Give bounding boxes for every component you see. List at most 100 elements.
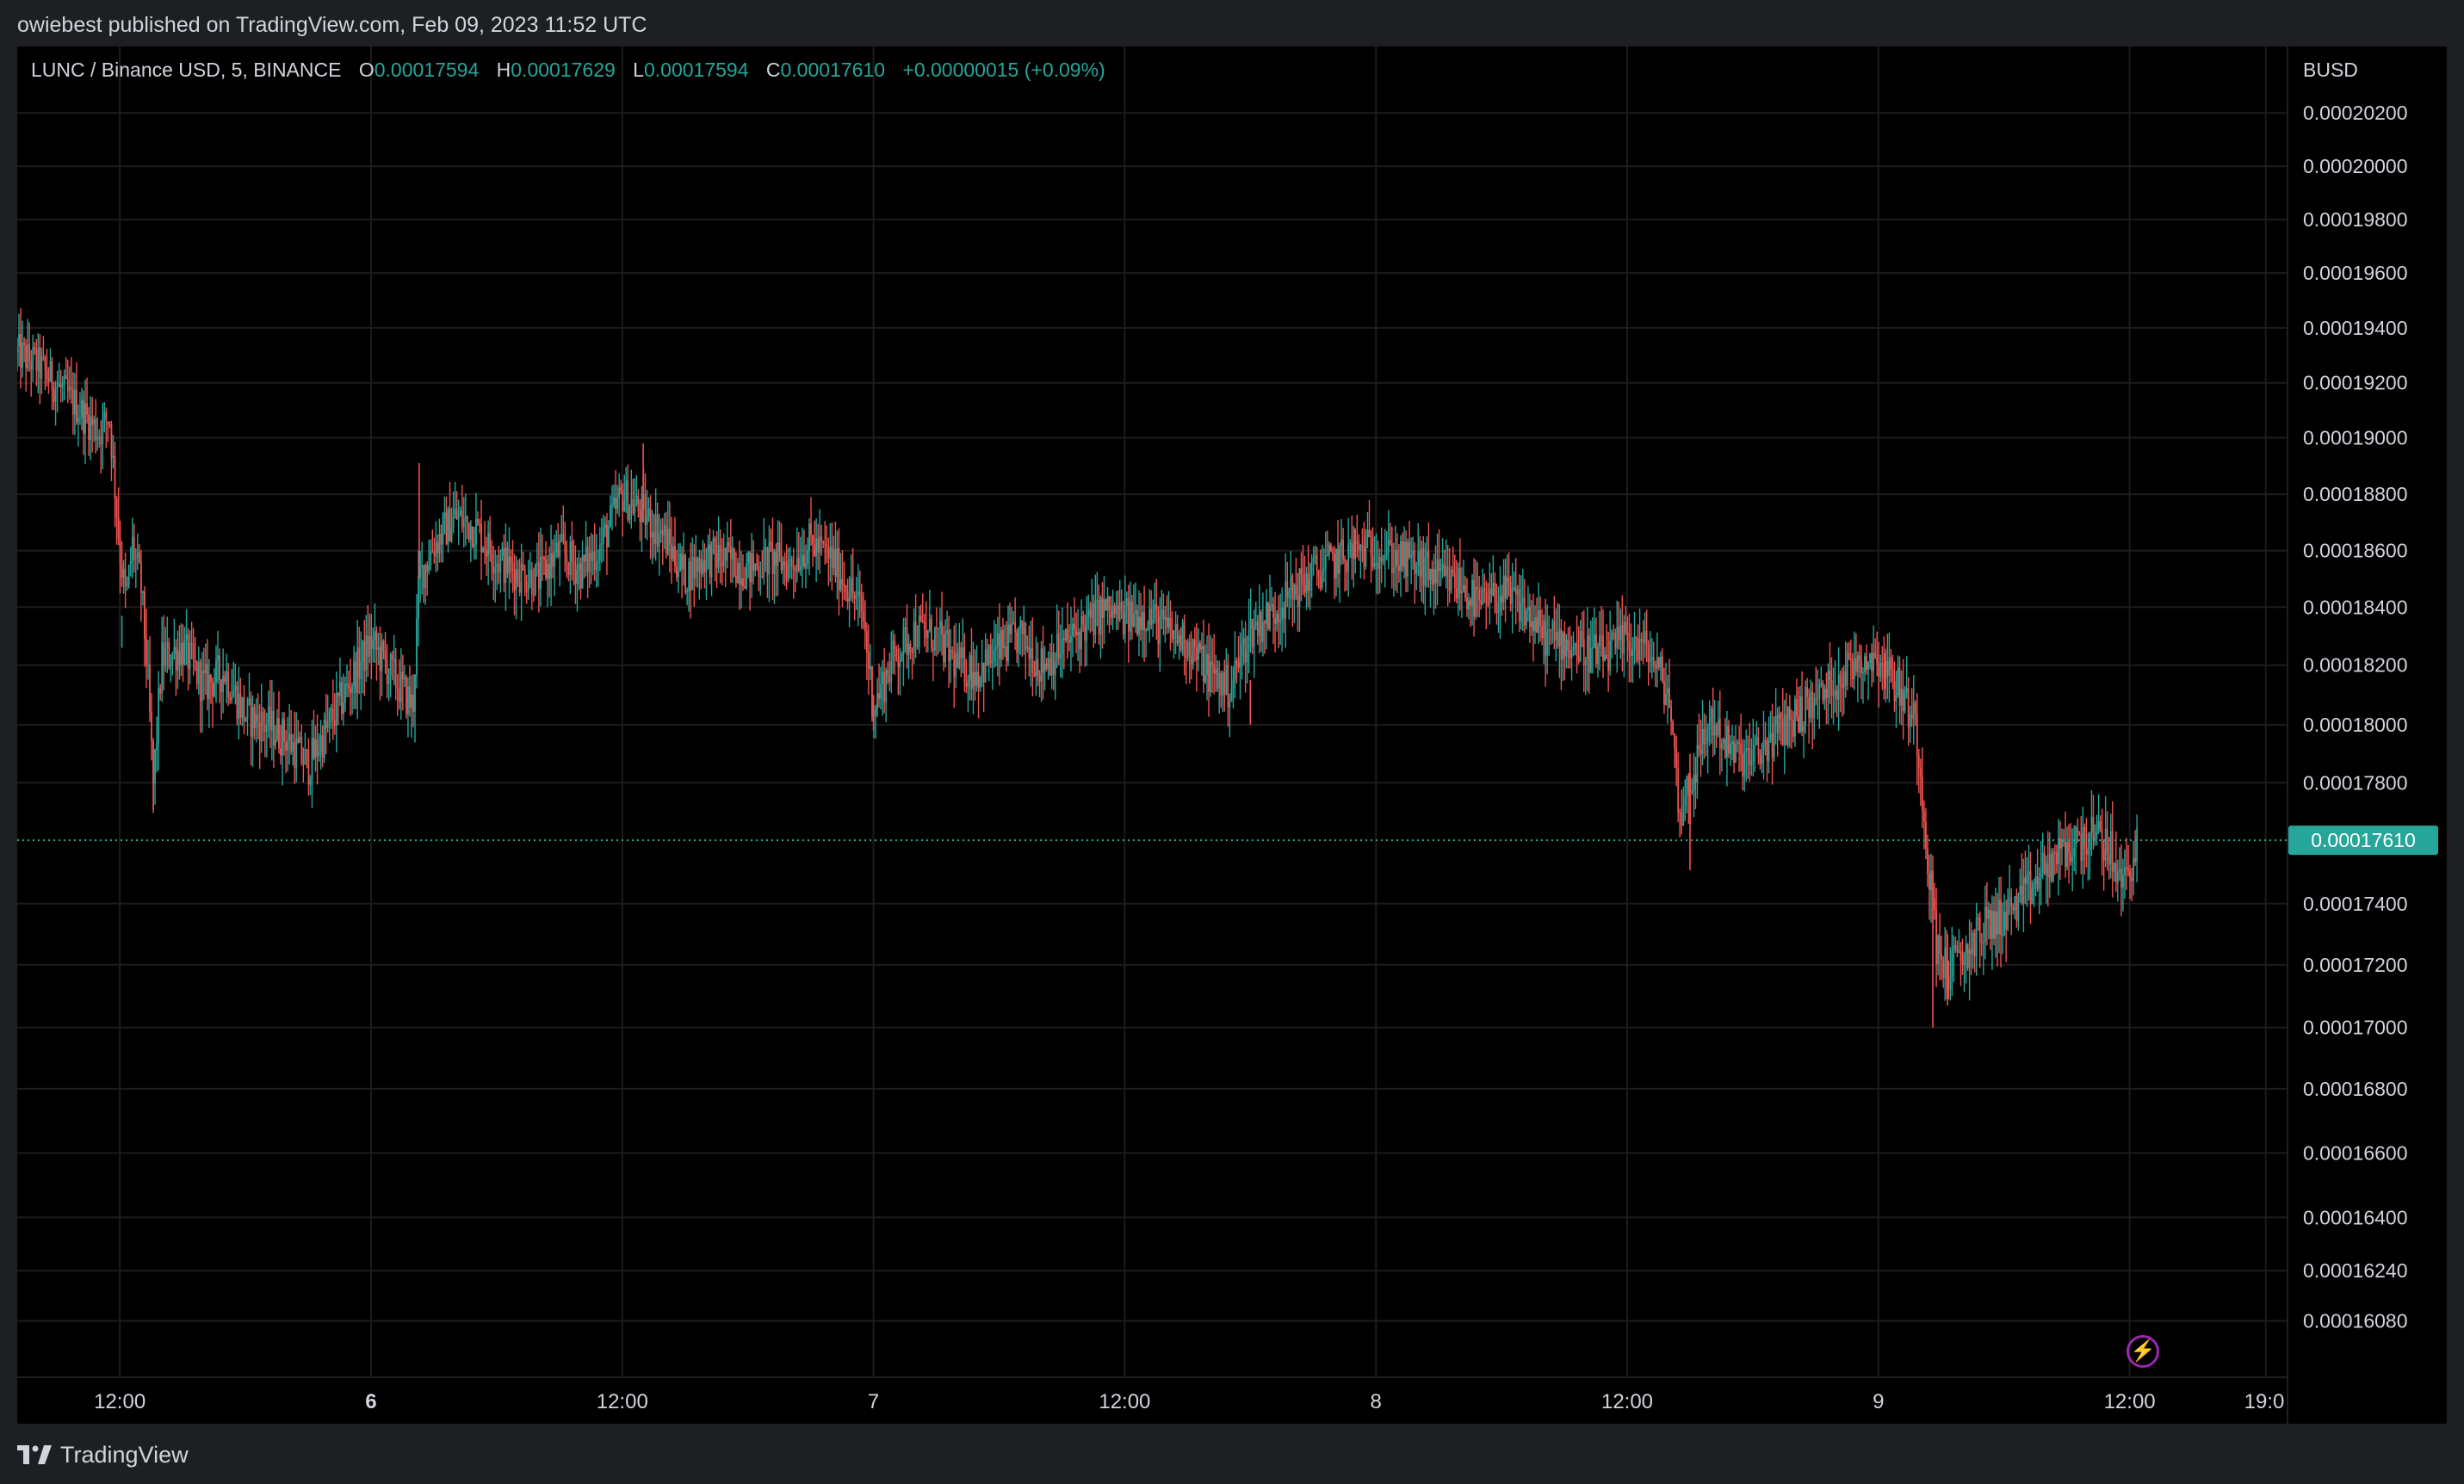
candle-body <box>1373 563 1376 567</box>
candle-body <box>1253 625 1255 647</box>
candle-body <box>1516 589 1519 595</box>
candle-body <box>1429 568 1432 581</box>
candle-body <box>114 456 116 499</box>
candle-body <box>1754 745 1756 749</box>
candle-body <box>1720 743 1723 749</box>
candle-body <box>436 541 439 553</box>
candle-body <box>1278 614 1280 622</box>
candle-body <box>846 591 849 602</box>
candle-body <box>993 649 995 662</box>
candle-body <box>1000 629 1002 659</box>
candle-body <box>1443 564 1446 577</box>
candle-body <box>331 708 334 721</box>
tradingview-logo[interactable]: TradingView <box>17 1442 189 1468</box>
candle-body <box>197 661 200 684</box>
candle-body <box>1234 660 1236 680</box>
candle-body <box>1316 555 1318 571</box>
candle-body <box>145 638 147 665</box>
candle-body <box>424 564 427 589</box>
candle-body <box>850 578 852 598</box>
candle-body <box>152 740 154 783</box>
candle-body <box>981 662 983 677</box>
candle-body <box>1815 698 1817 700</box>
candle-body <box>581 554 584 589</box>
candle-body <box>1295 584 1297 596</box>
candle-body <box>1616 627 1619 649</box>
candle-body <box>827 547 830 559</box>
candle-body <box>1111 605 1114 619</box>
candle-body <box>158 688 160 743</box>
candle-body <box>1909 714 1911 727</box>
candle-body <box>1613 632 1615 634</box>
candle-body <box>175 646 177 671</box>
candle-body <box>2034 875 2037 884</box>
candle-body <box>2113 863 2115 872</box>
y-tick-label: 0.00016240 <box>2303 1259 2408 1282</box>
candle-body <box>975 671 978 686</box>
candle-body <box>1511 589 1514 604</box>
candle-body <box>319 735 322 752</box>
candle-body <box>1539 609 1541 626</box>
candlestick-chart[interactable]: BUSD 0.000202000.000200000.000198000.000… <box>17 46 2447 1424</box>
candle-body <box>1193 639 1196 647</box>
candle-body <box>1281 608 1284 621</box>
candle-body <box>2111 831 2114 872</box>
candle-body <box>243 697 245 721</box>
candle-body <box>1120 602 1123 612</box>
candle-body <box>1215 668 1217 674</box>
candle-body <box>777 542 779 566</box>
candle-body <box>501 548 504 556</box>
candle-body <box>1638 639 1641 661</box>
candle-body <box>1162 609 1165 621</box>
candle-body <box>1190 655 1192 665</box>
candle-body <box>1599 635 1600 647</box>
candle-body <box>88 414 90 440</box>
candle-body <box>1192 639 1194 665</box>
candle-body <box>907 644 910 655</box>
y-tick-label: 0.00020200 <box>2303 102 2408 124</box>
candle-body <box>1266 602 1267 624</box>
candle-body <box>1849 658 1852 662</box>
candle-body <box>1625 621 1627 633</box>
candle-body <box>534 563 536 596</box>
candle-body <box>1230 688 1233 702</box>
candle-body <box>1382 559 1384 562</box>
candle-body <box>719 545 721 562</box>
candle-body <box>360 662 362 679</box>
candle-body <box>972 671 975 689</box>
candle-body <box>1569 650 1571 659</box>
candle-body <box>275 739 276 746</box>
candle-body <box>1854 658 1857 672</box>
candle-body <box>785 565 788 580</box>
candle-body <box>241 697 244 718</box>
symbol-label[interactable]: LUNC / Binance USD, 5, BINANCE <box>31 59 342 81</box>
candle-body <box>1260 612 1262 642</box>
y-tick-label: 0.00018800 <box>2303 483 2408 505</box>
chart-frame[interactable]: BUSD 0.00020200 0.00020000 0.00019800 0.000… <box>17 46 2447 1424</box>
candle-body <box>1679 811 1681 813</box>
candle-body <box>391 653 393 660</box>
candle-body <box>1560 628 1563 660</box>
candle-body <box>1780 713 1782 719</box>
candle-body <box>154 749 156 783</box>
candle-body <box>676 566 678 578</box>
candle-body <box>1647 644 1650 662</box>
lightning-icon[interactable]: ⚡ <box>2127 1335 2159 1368</box>
candle-body <box>1895 694 1898 702</box>
candle-body <box>1460 591 1463 594</box>
candle-body <box>49 361 52 382</box>
candle-body <box>820 535 823 541</box>
candle-body <box>1269 604 1271 629</box>
candle-body <box>1954 945 1957 949</box>
open-value: 0.00017594 <box>374 59 480 81</box>
candle-body <box>559 540 561 557</box>
candle-body <box>292 742 294 752</box>
candle-body <box>214 682 215 696</box>
candle-body <box>1118 602 1121 620</box>
candle-body <box>1890 657 1892 670</box>
candle-body <box>1229 702 1231 708</box>
candle-body <box>1696 745 1699 783</box>
candle-body <box>1662 656 1663 682</box>
candle-body <box>1898 667 1901 706</box>
candle-body <box>503 548 505 583</box>
